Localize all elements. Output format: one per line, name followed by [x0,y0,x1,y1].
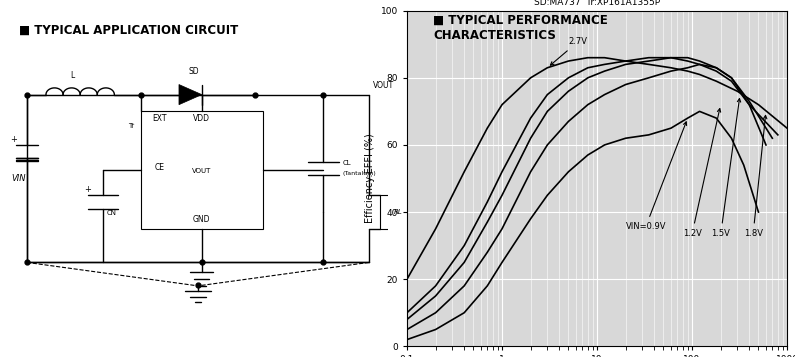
Text: VOUT: VOUT [373,81,394,90]
Text: Tr: Tr [129,123,134,129]
Text: ■ TYPICAL APPLICATION CIRCUIT: ■ TYPICAL APPLICATION CIRCUIT [19,24,238,37]
Bar [141,111,262,229]
Text: (Tantalum): (Tantalum) [343,171,376,176]
Text: VDD: VDD [193,115,210,124]
Text: VIN: VIN [12,174,26,183]
Text: CE: CE [155,163,165,172]
Text: +: + [84,185,91,194]
Text: 1.5V: 1.5V [712,99,741,237]
Text: VIN=0.9V: VIN=0.9V [626,122,687,231]
Y-axis label: Efficiency:EFFI (%): Efficiency:EFFI (%) [365,134,375,223]
Text: L: L [71,71,75,80]
Bar [380,195,390,229]
Text: 2.7V: 2.7V [550,37,588,65]
Text: CL: CL [343,160,351,166]
Text: EXT: EXT [153,115,167,124]
Text: +: + [10,135,17,144]
Polygon shape [179,85,202,105]
Text: CN: CN [107,210,117,216]
Text: 1.2V: 1.2V [683,109,721,237]
Text: VOUT: VOUT [192,169,211,175]
Text: 1.8V: 1.8V [744,115,767,237]
Text: RL: RL [394,209,402,215]
Text: ■ TYPICAL PERFORMANCE
CHARACTERISTICS: ■ TYPICAL PERFORMANCE CHARACTERISTICS [433,14,608,42]
Text: GND: GND [193,215,211,224]
Text: SD: SD [189,67,200,76]
Title: XC6368A333MR (300kHz,3.3V)
L=22 μH(CR54); CL=94 μF(Tantalum)
SD:MA737  Tr:XP161A: XC6368A333MR (300kHz,3.3V) L=22 μH(CR54)… [513,0,681,7]
